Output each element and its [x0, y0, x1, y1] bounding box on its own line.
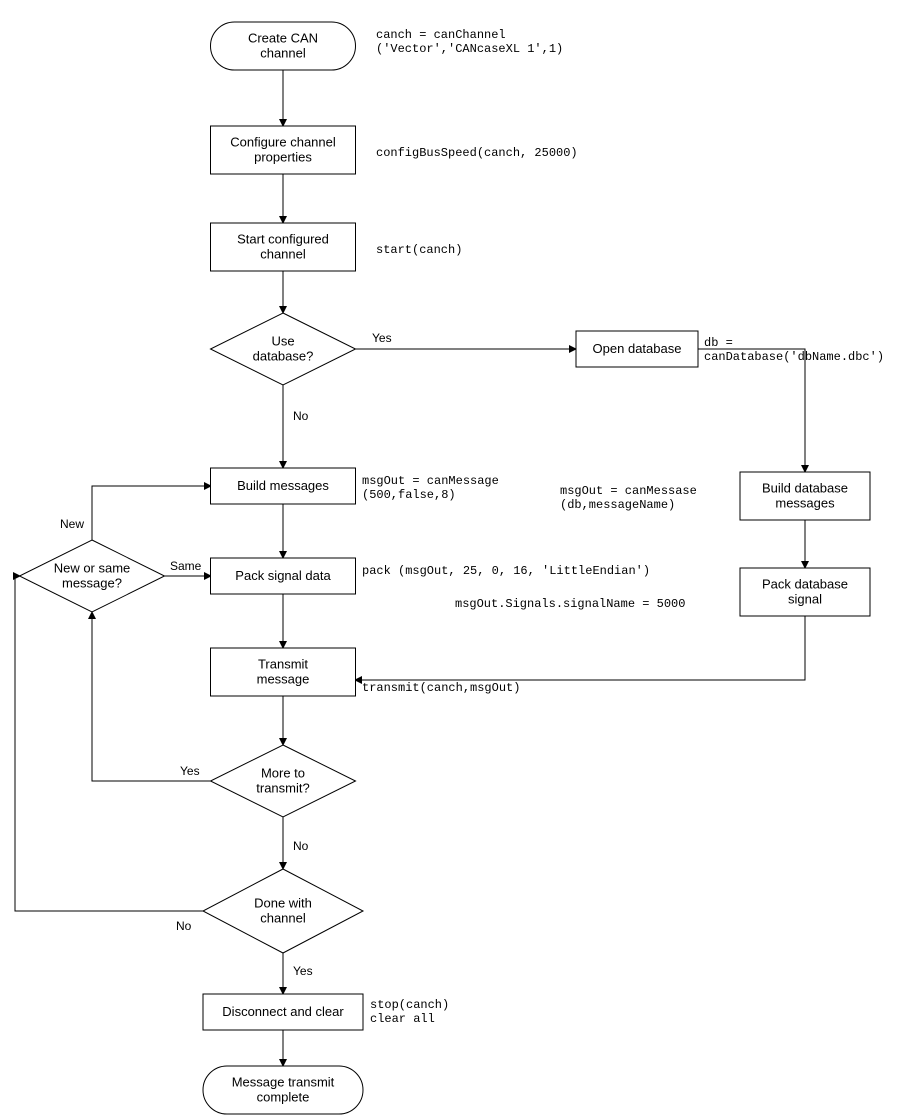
- node-configure-line-1: properties: [254, 150, 312, 165]
- code-annotation-4-line-1: (500,false,8): [362, 488, 456, 502]
- node-usedb: Usedatabase?: [211, 313, 356, 385]
- code-annotations: canch = canChannel('Vector','CANcaseXL 1…: [362, 28, 884, 1026]
- edge-label-16: Yes: [293, 964, 313, 978]
- node-newsame-line-0: New or same: [54, 561, 131, 576]
- node-start-line-0: Start configured: [237, 232, 329, 247]
- node-packdbsig: Pack databasesignal: [740, 568, 870, 616]
- node-newsame-line-1: message?: [62, 576, 122, 591]
- edge-15: [15, 576, 203, 911]
- code-annotation-3-line-1: canDatabase('dbName.dbc'): [704, 350, 884, 364]
- node-done-line-1: channel: [260, 911, 306, 926]
- node-more: More totransmit?: [211, 745, 356, 817]
- edge-label-3: No: [293, 409, 309, 423]
- node-more-line-0: More to: [261, 766, 305, 781]
- code-annotation-9-line-1: clear all: [370, 1012, 435, 1026]
- edge-label-11: No: [293, 839, 309, 853]
- node-packsig-line-0: Pack signal data: [235, 568, 331, 583]
- code-annotation-6-line-0: pack (msgOut, 25, 0, 16, 'LittleEndian'): [362, 564, 650, 578]
- node-start-line-1: channel: [260, 247, 306, 262]
- node-complete-line-1: complete: [257, 1090, 310, 1105]
- node-complete-line-0: Message transmit: [232, 1075, 335, 1090]
- node-usedb-line-0: Use: [271, 334, 294, 349]
- edge-13: [92, 486, 211, 540]
- node-done-line-0: Done with: [254, 896, 312, 911]
- node-create: Create CANchannel: [211, 22, 356, 70]
- node-builddbmsg-line-0: Build database: [762, 481, 848, 496]
- edge-label-15: No: [176, 919, 192, 933]
- node-configure-line-0: Configure channel: [230, 135, 336, 150]
- code-annotation-5-line-0: msgOut = canMessase: [560, 484, 697, 498]
- node-transmit-line-0: Transmit: [258, 657, 308, 672]
- code-annotation-9-line-0: stop(canch): [370, 998, 449, 1012]
- edge-12: [92, 612, 211, 781]
- node-start: Start configuredchannel: [211, 223, 356, 271]
- node-done: Done withchannel: [203, 869, 363, 953]
- node-builddbmsg-line-1: messages: [775, 496, 835, 511]
- code-annotation-5-line-1: (db,messageName): [560, 498, 675, 512]
- node-packdbsig-line-1: signal: [788, 592, 822, 607]
- code-annotation-8-line-0: transmit(canch,msgOut): [362, 681, 520, 695]
- code-annotation-3-line-0: db =: [704, 336, 733, 350]
- node-more-line-1: transmit?: [256, 781, 309, 796]
- node-usedb-line-1: database?: [253, 349, 314, 364]
- edge-7: [355, 616, 805, 680]
- node-builddbmsg: Build databasemessages: [740, 472, 870, 520]
- node-buildmsg: Build messages: [211, 468, 356, 504]
- code-annotation-4-line-0: msgOut = canMessage: [362, 474, 499, 488]
- code-annotation-0-line-0: canch = canChannel: [376, 28, 506, 42]
- node-create-line-1: channel: [260, 46, 306, 61]
- edge-label-4: Yes: [372, 331, 392, 345]
- code-annotation-2-line-0: start(canch): [376, 243, 462, 257]
- edge-label-14: Same: [170, 559, 202, 573]
- code-annotation-7-line-0: msgOut.Signals.signalName = 5000: [455, 597, 685, 611]
- code-annotation-0-line-1: ('Vector','CANcaseXL 1',1): [376, 42, 563, 56]
- node-opendb: Open database: [576, 331, 698, 367]
- node-disconnect: Disconnect and clear: [203, 994, 363, 1030]
- node-opendb-line-0: Open database: [593, 341, 682, 356]
- edge-5: [698, 349, 805, 472]
- node-packsig: Pack signal data: [211, 558, 356, 594]
- edge-label-13: New: [60, 517, 84, 531]
- node-packdbsig-line-0: Pack database: [762, 577, 848, 592]
- node-buildmsg-line-0: Build messages: [237, 478, 329, 493]
- code-annotation-1-line-0: configBusSpeed(canch, 25000): [376, 146, 578, 160]
- node-configure: Configure channelproperties: [211, 126, 356, 174]
- node-newsame: New or samemessage?: [20, 540, 165, 612]
- node-complete: Message transmitcomplete: [203, 1066, 363, 1114]
- node-transmit-line-1: message: [257, 672, 310, 687]
- node-transmit: Transmitmessage: [211, 648, 356, 696]
- node-disconnect-line-0: Disconnect and clear: [222, 1004, 344, 1019]
- edge-label-12: Yes: [180, 764, 200, 778]
- node-create-line-0: Create CAN: [248, 31, 318, 46]
